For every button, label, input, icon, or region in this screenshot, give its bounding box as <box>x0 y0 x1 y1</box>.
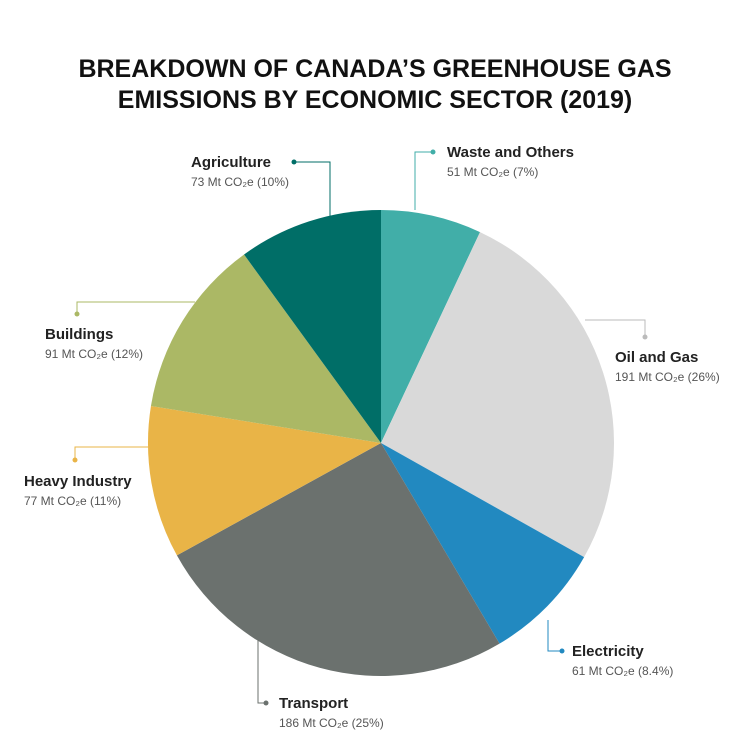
slice-label: Oil and Gas <box>615 349 698 366</box>
pie-slice <box>148 406 381 556</box>
pie-slice <box>381 232 614 558</box>
leader-line <box>414 151 433 210</box>
pie-slice <box>381 210 481 443</box>
leader-dot <box>72 457 78 463</box>
leader-line <box>76 301 195 314</box>
leader-dot <box>642 334 648 340</box>
slice-value-label: 191 Mt CO₂e (26%) <box>615 370 720 384</box>
leader-dot <box>74 311 80 317</box>
pie-slice <box>150 254 381 443</box>
slice-value-label: 73 Mt CO₂e (10%) <box>191 175 289 189</box>
leader-line <box>294 161 331 218</box>
pie-slice <box>381 443 585 644</box>
slice-value-label: 51 Mt CO₂e (7%) <box>447 165 538 179</box>
slice-value-label: 77 Mt CO₂e (11%) <box>24 494 121 508</box>
leader-dot <box>263 700 269 706</box>
leader-dot <box>559 648 565 654</box>
pie-slice <box>244 210 381 443</box>
leader-line <box>585 319 646 337</box>
slice-label: Heavy Industry <box>24 473 132 490</box>
slice-label: Buildings <box>45 326 113 343</box>
slice-value-label: 186 Mt CO₂e (25%) <box>279 716 384 730</box>
leader-dot <box>430 149 436 155</box>
pie-slice <box>176 443 500 677</box>
slice-label: Waste and Others <box>447 144 574 161</box>
leader-line <box>547 620 562 652</box>
leader-dot <box>291 159 297 165</box>
slice-label: Electricity <box>572 643 644 660</box>
slice-label: Transport <box>279 695 348 712</box>
leader-line <box>74 446 150 460</box>
chart-title: BREAKDOWN OF CANADA’S GREENHOUSE GAS <box>78 55 671 83</box>
leader-line <box>257 640 266 704</box>
slice-label: Agriculture <box>191 154 271 171</box>
chart-title: EMISSIONS BY ECONOMIC SECTOR (2019) <box>118 86 632 114</box>
slice-value-label: 91 Mt CO₂e (12%) <box>45 347 143 361</box>
slice-value-label: 61 Mt CO₂e (8.4%) <box>572 664 673 678</box>
